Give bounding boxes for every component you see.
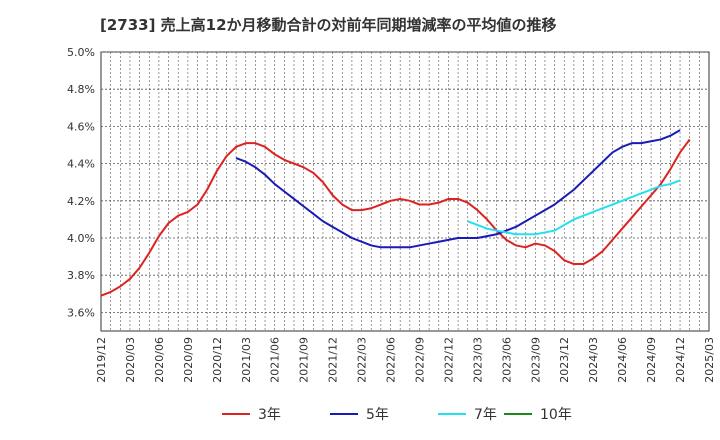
x-tick-label: 2025/03	[703, 337, 716, 383]
series-line-3年	[100, 138, 691, 297]
legend: 3年 5年 7年 10年	[222, 407, 572, 423]
y-tick-label: 4.2%	[67, 195, 95, 208]
y-tick-label: 3.6%	[67, 306, 95, 319]
series-line-7年	[467, 179, 681, 236]
series-line-5年	[235, 129, 681, 249]
x-tick-label: 2023/03	[471, 337, 484, 383]
x-tick-label: 2019/12	[95, 337, 108, 383]
x-tick-label: 2022/09	[413, 337, 426, 383]
legend-label: 10年	[540, 407, 572, 423]
x-tick-label: 2021/12	[327, 337, 340, 383]
y-tick-label: 4.4%	[67, 158, 95, 171]
x-tick-label: 2024/03	[587, 337, 600, 383]
x-tick-label: 2023/09	[529, 337, 542, 383]
series-lines	[100, 129, 691, 297]
legend-label: 7年	[474, 407, 497, 423]
x-tick-label: 2020/03	[124, 337, 137, 383]
y-tick-label: 4.0%	[67, 232, 95, 245]
x-tick-label: 2020/09	[182, 337, 195, 383]
x-tick-label: 2021/03	[240, 337, 253, 383]
x-axis-ticks: 2019/12 2020/03 2020/06 2020/09 2020/12 2021/…	[95, 337, 716, 383]
grid	[101, 51, 709, 331]
x-tick-label: 2022/03	[356, 337, 369, 383]
y-tick-label: 5.0%	[67, 46, 95, 59]
plot-area	[100, 51, 710, 332]
x-tick-label: 2020/06	[153, 337, 166, 383]
x-tick-label: 2022/12	[442, 337, 455, 383]
x-tick-label: 2024/09	[645, 337, 658, 383]
x-tick-label: 2024/06	[616, 337, 629, 383]
x-tick-label: 2023/12	[558, 337, 571, 383]
chart-title: [2733] 売上高12か月移動合計の対前年同期増減率の平均値の推移	[100, 16, 557, 34]
y-axis-ticks: 3.6% 3.8% 4.0% 4.2% 4.4% 4.6% 4.8% 5.0%	[67, 46, 95, 319]
y-tick-label: 4.6%	[67, 120, 95, 133]
y-tick-label: 3.8%	[67, 269, 95, 282]
x-tick-label: 2022/06	[385, 337, 398, 383]
x-tick-label: 2024/12	[674, 337, 687, 383]
y-tick-label: 4.8%	[67, 83, 95, 96]
legend-label: 5年	[366, 407, 389, 423]
x-tick-label: 2023/06	[500, 337, 513, 383]
x-tick-label: 2021/09	[298, 337, 311, 383]
x-tick-label: 2021/06	[269, 337, 282, 383]
legend-label: 3年	[258, 407, 281, 423]
x-tick-label: 2020/12	[211, 337, 224, 383]
